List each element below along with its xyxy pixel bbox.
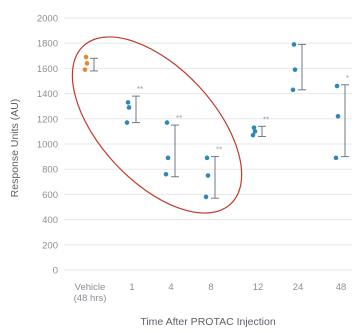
significance-label: **: [263, 115, 269, 124]
data-group: **: [163, 114, 182, 178]
data-point: [292, 67, 298, 72]
y-axis-ticks: 0 200 400 600 800 1000 1200 1400 1600 1800 2000: [37, 14, 58, 277]
x-tick-line: 24: [293, 282, 304, 293]
x-tick-line: Vehicle: [75, 282, 106, 293]
y-tick-label: 1000: [37, 140, 58, 151]
data-point: [204, 155, 210, 161]
data-group: **: [124, 85, 143, 125]
x-tick-line: 12: [253, 282, 264, 293]
data-layer: *********: [82, 42, 349, 200]
data-point: [82, 67, 88, 72]
y-tick-label: 200: [42, 240, 58, 251]
x-tick-label: 1: [129, 282, 134, 293]
significance-label: **: [216, 146, 222, 155]
data-point: [290, 87, 296, 93]
data-point: [124, 120, 130, 125]
data-point: [83, 54, 89, 60]
y-tick-label: 1400: [37, 89, 58, 100]
x-tick-line: 4: [168, 282, 173, 293]
x-tick-line: 1: [129, 282, 134, 293]
y-tick-label: 1200: [37, 114, 58, 125]
data-point: [335, 113, 341, 119]
y-tick-label: 600: [42, 190, 58, 201]
x-tick-label: 8: [208, 282, 213, 293]
y-tick-label: 2000: [37, 14, 58, 25]
data-point: [333, 155, 339, 161]
data-point: [125, 100, 131, 105]
y-tick-label: 400: [42, 215, 58, 226]
data-point: [84, 61, 90, 66]
data-point: [163, 171, 169, 177]
x-tick-label: 12: [253, 282, 264, 293]
data-point: [203, 194, 209, 200]
y-tick-label: 1600: [37, 64, 58, 75]
data-point: [205, 173, 211, 178]
x-axis-title: Time After PROTAC Injection: [140, 316, 276, 328]
x-tick-line: 48: [336, 282, 347, 293]
y-tick-label: 800: [42, 165, 58, 176]
data-point: [334, 83, 340, 89]
x-tick-label: 24: [293, 282, 304, 293]
data-group: **: [250, 115, 269, 138]
highlight-annotation: [71, 36, 243, 214]
data-point: [126, 105, 132, 110]
data-point: [165, 155, 171, 161]
grid-layer: [64, 17, 352, 271]
data-group: [82, 54, 98, 72]
highlight-ellipse: [71, 36, 243, 214]
data-group: *: [333, 74, 349, 161]
x-tick-label: Vehicle (48 hrs): [74, 282, 107, 304]
data-group: **: [203, 146, 222, 200]
significance-label: **: [176, 114, 182, 123]
x-tick-line: (48 hrs): [74, 293, 107, 304]
data-point: [291, 42, 297, 47]
data-group: [290, 42, 306, 93]
y-axis-title: Response Units (AU): [9, 99, 21, 198]
x-tick-label: 48: [336, 282, 347, 293]
data-point: [164, 120, 170, 125]
y-tick-label: 0: [53, 266, 58, 277]
significance-label: **: [137, 85, 143, 94]
x-tick-label: 4: [168, 282, 173, 293]
x-axis-ticks: Vehicle (48 hrs)1 4 8 12 24 48: [74, 282, 347, 304]
data-point: [251, 125, 257, 130]
data-point: [252, 129, 258, 134]
y-tick-label: 1800: [37, 39, 58, 50]
significance-label: *: [346, 74, 349, 83]
data-point: [250, 132, 256, 138]
x-tick-line: 8: [208, 282, 213, 293]
